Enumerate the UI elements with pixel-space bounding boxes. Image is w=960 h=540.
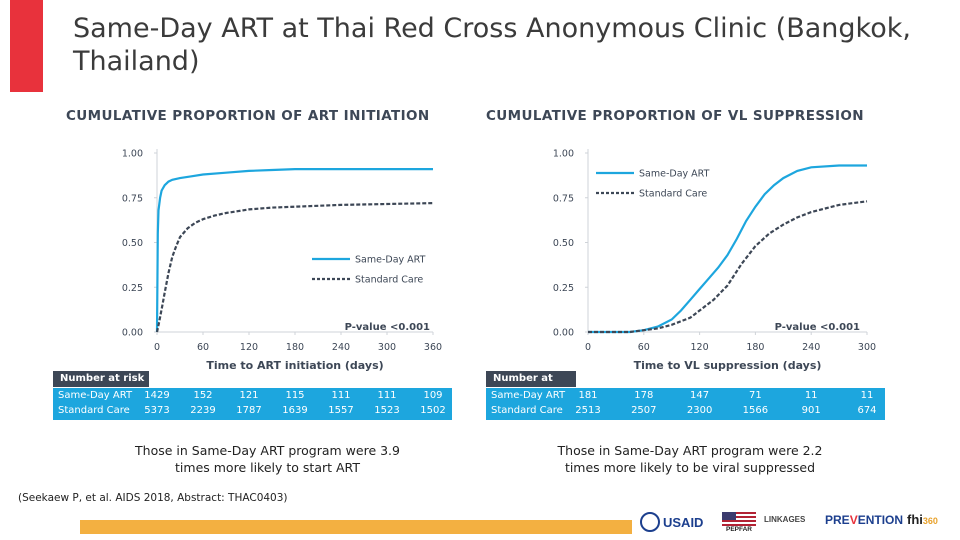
accent-bar [10,0,43,92]
risk-row-label: Same-Day ART [58,390,133,401]
x-axis-label: Time to VL suppression (days) [634,359,822,372]
risk-cell: 674 [857,405,877,416]
risk-cell: 111 [377,390,397,401]
pepfar-logo-text: PEPFAR [725,526,752,533]
chart-title-art-initiation: CUMULATIVE PROPORTION OF ART INITIATION [66,108,430,124]
fhi360-logo: fhi360 [907,512,938,527]
y-tick-label: 0.75 [553,193,574,204]
risk-cell: 11 [860,390,874,401]
risk-row: Same-Day ART 1429 152 121 115 111 111 109 [53,388,452,403]
prevention-logo-post: ENTION [857,513,904,527]
chart-vl-suppression: 0.00 0.25 0.50 0.75 1.00 0 60 120 180 240 300 Time … [553,149,876,373]
fhi-logo-number: 360 [922,516,938,526]
prevention-logo-v: V [849,513,858,527]
number-at-risk-header-left: Number at risk [53,371,149,387]
risk-cell: 178 [634,390,654,401]
risk-cell: 2239 [190,405,216,416]
x-tick-label: 0 [154,342,160,353]
risk-cell: 2507 [631,405,657,416]
risk-row: Standard Care 2513 2507 2300 1566 901 674 [486,403,885,418]
linkages-logo: LINKAGES [764,515,806,524]
risk-cell: 71 [749,390,762,401]
usaid-logo: USAID [640,512,703,532]
x-tick-label: 120 [691,342,709,353]
number-at-risk-header-right: Number at risk [486,371,576,400]
x-tick-label: 60 [638,342,650,353]
fhi-logo-text: fhi [907,512,923,527]
x-tick-label: 120 [240,342,258,353]
slide-title: Same-Day ART at Thai Red Cross Anonymous… [73,13,911,77]
us-flag-icon [722,512,756,526]
prevention-logo-pre: PRE [825,513,850,527]
risk-cell: 115 [285,390,305,401]
risk-cell: 1523 [374,405,400,416]
risk-cell: 1787 [236,405,262,416]
y-tick-label: 0.50 [122,238,143,249]
y-tick-label: 0.50 [553,238,574,249]
usaid-seal-icon [640,512,660,532]
x-tick-label: 360 [424,342,442,353]
risk-cell: 1639 [282,405,308,416]
y-tick-label: 1.00 [553,149,574,160]
y-tick-label: 0.25 [122,283,143,294]
chart-art-initiation: 0.00 0.25 0.50 0.75 1.00 0 60 120 180 240 300 360 Ti… [122,149,442,373]
risk-cell: 2300 [686,405,713,416]
x-tick-label: 300 [378,342,396,353]
risk-row-label: Same-Day ART [491,390,566,401]
x-tick-label: 60 [197,342,209,353]
chart-title-vl-suppression: CUMULATIVE PROPORTION OF VL SUPPRESSION [486,108,864,124]
prevention-logo: PREVENTION [825,513,903,527]
legend-label: Standard Care [639,189,707,200]
x-tick-label: 240 [332,342,350,353]
caption-art-initiation: Those in Same-Day ART program were 3.9 t… [135,443,400,475]
x-tick-label: 240 [802,342,820,353]
y-tick-label: 0.75 [122,193,143,204]
x-tick-label: 0 [585,342,591,353]
y-tick-label: 0.00 [122,328,143,339]
risk-row: Same-Day ART 181 178 147 71 11 11 [486,388,885,403]
risk-row-label: Standard Care [491,405,563,416]
risk-cell: 181 [578,390,598,401]
risk-cell: 901 [801,405,821,416]
legend-label: Same-Day ART [639,169,710,180]
risk-cell: 111 [331,390,351,401]
y-tick-label: 0.00 [553,328,574,339]
series-line-same-day-art [588,164,867,334]
risk-cell: 11 [804,390,818,401]
risk-cell: 152 [193,390,213,401]
risk-cell: 1557 [328,405,354,416]
p-value-annotation: P-value <0.001 [345,322,430,333]
y-tick-label: 1.00 [122,149,143,160]
x-tick-label: 180 [286,342,304,353]
legend-label: Same-Day ART [355,255,426,266]
series-line-standard-care [588,200,868,334]
risk-cell: 2513 [575,405,601,416]
risk-cell: 121 [239,390,259,401]
x-tick-label: 180 [746,342,764,353]
pepfar-logo: PEPFAR [722,512,756,536]
risk-row: Standard Care 5373 2239 1787 1639 1557 1523 150… [53,403,452,418]
risk-row-label: Standard Care [58,405,130,416]
risk-cell: 5373 [144,405,170,416]
x-tick-label: 300 [858,342,876,353]
risk-cell: 1429 [144,390,170,401]
usaid-logo-text: USAID [663,514,704,530]
risk-cell: 147 [690,390,710,401]
y-tick-label: 0.25 [553,283,574,294]
citation: (Seekaew P, et al. AIDS 2018, Abstract: … [18,492,288,504]
number-at-risk-table-right: Same-Day ART 181 178 147 71 11 11 Standard Care… [486,388,885,420]
number-at-risk-table-left: Same-Day ART 1429 152 121 115 111 111 109 Standa… [53,388,452,420]
x-axis-label: Time to ART initiation (days) [206,359,383,372]
p-value-annotation: P-value <0.001 [775,322,860,333]
series-line-same-day-art [155,168,433,333]
risk-cell: 1566 [742,405,769,416]
risk-cell: 1502 [420,405,446,416]
series-line-standard-care [155,202,434,333]
caption-vl-suppression: Those in Same-Day ART program were 2.2 t… [557,443,823,475]
legend-label: Standard Care [355,275,423,286]
risk-cell: 109 [423,390,443,401]
footer-bar [80,520,632,534]
